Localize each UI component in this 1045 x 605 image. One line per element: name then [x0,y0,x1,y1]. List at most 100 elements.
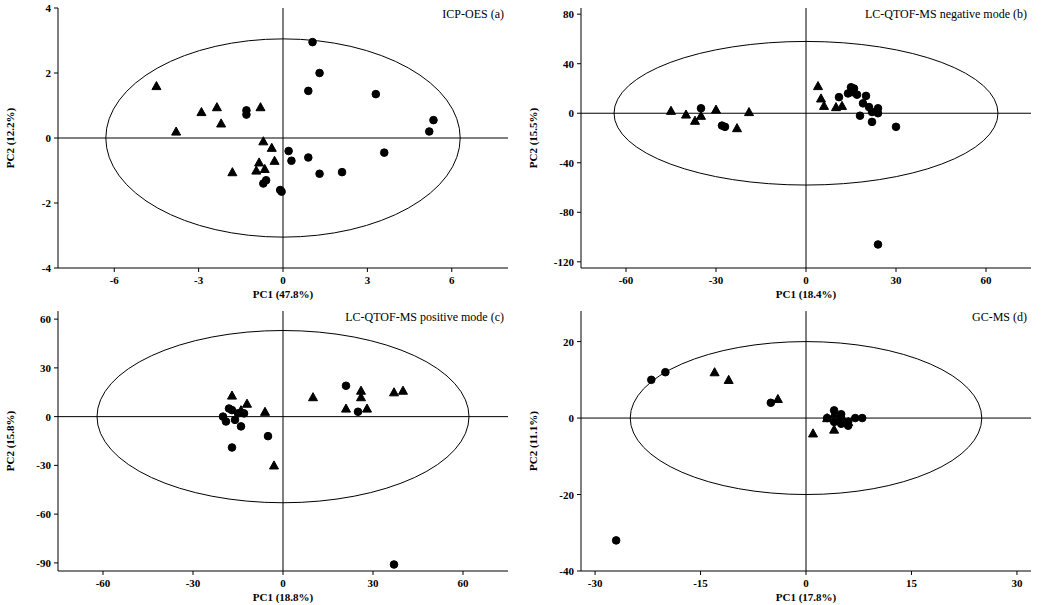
circle-point [222,418,230,426]
triangle-point [363,404,372,412]
y-tick [577,261,581,262]
x-tick-label: 30 [891,274,903,286]
y-axis [58,311,59,571]
triangle-point [255,158,264,166]
circle-point [430,116,438,124]
x-tick-label: 0 [803,274,809,286]
x-tick [986,268,987,272]
y-tick [577,494,581,495]
x-axis-label: PC1 (47.8%) [253,288,314,301]
y-tick-label: -80 [559,206,574,218]
triangle-point [267,143,276,151]
x-tick [373,571,374,575]
triangle-point [710,368,719,376]
x-tick [463,571,464,575]
x-tick [806,571,807,575]
y-tick-label: -2 [42,197,52,209]
zero-line-y [581,113,1031,114]
triangle-point [724,375,733,383]
triangle-point [228,391,237,399]
circle-point [316,170,324,178]
triangle-point [243,399,252,407]
panel-title: ICP-OES (a) [442,7,504,21]
y-tick [577,63,581,64]
triangle-point [814,82,823,90]
zero-line-x [283,311,284,571]
y-tick [577,341,581,342]
x-tick-label: 0 [280,577,286,589]
triangle-point [252,166,261,174]
plot-area [58,8,508,268]
circle-point [697,104,705,112]
triangle-point [838,101,847,109]
y-tick-label: -120 [554,256,575,268]
circle-point [354,408,362,416]
y-tick-label: -90 [36,557,51,569]
y-tick-label: -40 [559,565,574,577]
circle-point [305,154,313,162]
x-axis-label: PC1 (17.8%) [776,591,837,604]
circle-point [264,432,272,440]
circle-point [892,123,900,131]
y-tick-label: -60 [36,508,51,520]
triangle-point [357,393,366,401]
y-tick [54,73,58,74]
triangle-point [261,407,270,415]
circle-point [390,561,398,569]
x-tick [193,571,194,575]
x-tick-label: 0 [280,274,286,286]
circle-point [721,123,729,131]
triangle-point [270,156,279,164]
x-tick-label: -60 [619,274,634,286]
x-tick-label: -15 [693,577,708,589]
circle-point [767,399,775,407]
y-tick [54,367,58,368]
triangle-point [228,168,237,176]
y-tick-label: 4 [46,2,52,14]
y-tick-label: -4 [42,262,52,274]
panel: -6-3036-4-2024PC1 (47.8%)PC2 (12.2%)ICP-… [4,2,508,301]
x-tick [595,571,596,575]
circle-point [662,368,670,376]
circle-point [874,104,882,112]
y-axis-label: PC2 (15.8%) [4,410,17,471]
x-tick [367,268,368,272]
x-tick [806,268,807,272]
zero-line-x [806,311,807,571]
triangle-point [682,110,691,118]
y-tick-label: 30 [40,362,52,374]
circle-point [278,188,286,196]
y-tick [577,418,581,419]
circle-point [612,537,620,545]
y-tick [54,319,58,320]
triangle-point [342,404,351,412]
circle-point [874,241,882,249]
x-tick-label: -3 [194,274,204,286]
x-tick [451,268,452,272]
y-tick [54,203,58,204]
figure: -6-3036-4-2024PC1 (47.8%)PC2 (12.2%)ICP-… [0,0,1045,605]
triangle-point [733,124,742,132]
circle-point [865,103,873,111]
circle-point [425,128,433,136]
x-tick-label: 0 [803,577,809,589]
plot-area [58,311,508,571]
y-tick [54,138,58,139]
x-axis-label: PC1 (18.8%) [253,591,314,604]
confidence-ellipse [97,331,469,503]
x-tick [716,268,717,272]
circle-point [862,92,870,100]
circle-point [237,423,245,431]
circle-point [260,180,268,188]
triangle-point [667,106,676,114]
triangle-point [172,127,181,135]
y-tick [577,571,581,572]
y-tick-label: -30 [36,459,51,471]
x-tick-label: -30 [709,274,724,286]
triangle-point [390,388,399,396]
x-tick-label: 30 [1011,577,1023,589]
triangle-point [745,108,754,116]
circle-point [823,414,831,422]
circle-point [372,90,380,98]
circle-point [285,147,293,155]
